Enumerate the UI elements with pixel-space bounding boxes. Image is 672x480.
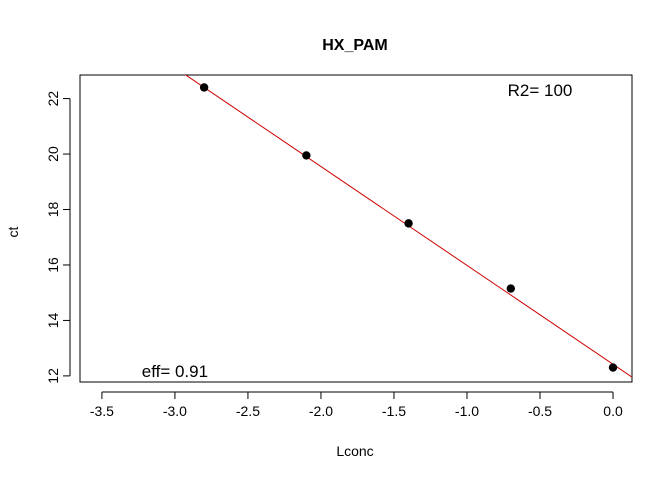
plot-frame (79, 74, 633, 383)
y-tick-label: 20 (45, 146, 61, 162)
data-point (199, 83, 209, 92)
y-tick-label: 12 (45, 368, 61, 384)
y-axis-label: ct (5, 226, 21, 237)
x-tick-label: -3.5 (90, 403, 114, 419)
annotation-label: eff= 0.91 (142, 362, 208, 381)
data-point (506, 284, 515, 293)
data-point (302, 151, 311, 160)
x-tick-label: -1.0 (455, 403, 479, 419)
annotation-label: R2= 100 (508, 81, 573, 100)
fit-line (184, 75, 632, 378)
x-tick-label: -0.5 (528, 403, 552, 419)
y-tick-label: 16 (45, 257, 61, 273)
x-tick-label: -3.0 (163, 403, 187, 419)
y-axis: 12 14 16 18 20 22 (45, 91, 71, 384)
x-tick-label: -2.0 (309, 403, 333, 419)
plot-area: R2= 100 eff= 0.91 (142, 75, 632, 381)
x-axis: -3.5 -3.0 -2.5 -2.0 -1.5 -1.0 -0.5 0.0 (90, 391, 623, 419)
x-tick-label: -1.5 (382, 403, 406, 419)
x-tick-label: 0.0 (603, 403, 623, 419)
data-point (608, 363, 618, 372)
x-axis-label: Lconc (336, 443, 373, 459)
y-tick-label: 14 (45, 312, 61, 328)
y-tick-label: 22 (45, 91, 61, 107)
chart-title: HX_PAM (322, 37, 388, 54)
x-tick-label: -2.5 (236, 403, 260, 419)
data-point (404, 219, 413, 228)
y-tick-label: 18 (45, 202, 61, 218)
